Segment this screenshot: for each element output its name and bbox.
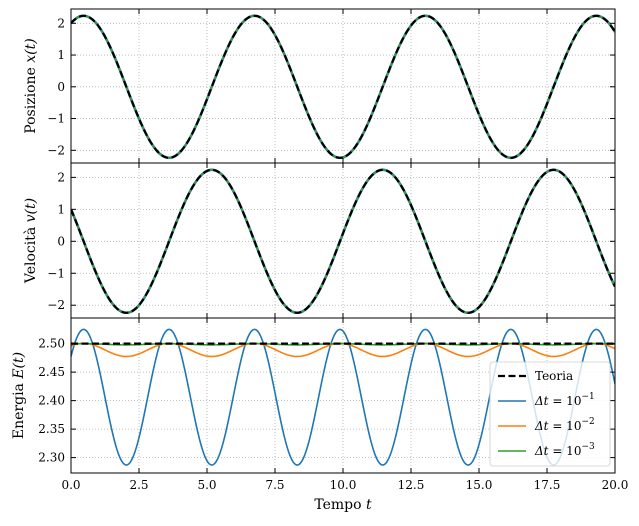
series-line-dt1 <box>71 328 615 466</box>
y-axis-label: Energia E(t) <box>11 352 27 439</box>
legend-label-theory: Teoria <box>535 369 573 383</box>
legend-box <box>489 361 611 467</box>
x-tick-label: 0.0 <box>61 478 80 492</box>
x-tick-label: 7.5 <box>265 478 284 492</box>
y-tick-label: 0 <box>57 234 65 248</box>
y-tick-label: 1 <box>57 202 65 216</box>
x-tick-label: 12.5 <box>398 478 425 492</box>
x-tick-label: 5.0 <box>197 478 216 492</box>
x-tick-label: 17.5 <box>534 478 561 492</box>
axes-frame <box>70 8 616 164</box>
x-tick-label: 15.0 <box>466 478 493 492</box>
x-tick-label: 10.0 <box>330 478 357 492</box>
legend: Teoria Δt = 10−1 Δt = 10−2 Δt = 10−3 <box>489 361 611 467</box>
y-tick-label: 2 <box>57 170 65 184</box>
x-tick-label: 20.0 <box>602 478 629 492</box>
y-tick-label: 0 <box>57 80 65 94</box>
y-axis-label: Posizione x(t) <box>23 38 39 133</box>
y-tick-label: 2.35 <box>38 422 65 436</box>
y-tick-label: −2 <box>47 298 65 312</box>
y-axis-label: Velocità v(t) <box>22 198 39 284</box>
y-tick-label: 1 <box>57 48 65 62</box>
legend-label-dt2: Δt = 10−2 <box>534 417 595 433</box>
x-tick-label: 2.5 <box>129 478 148 492</box>
y-tick-label: 2 <box>57 16 65 30</box>
series-line-theory <box>71 14 615 159</box>
legend-label-dt1: Δt = 10−1 <box>534 392 595 408</box>
y-tick-label: 2.50 <box>38 337 65 351</box>
x-axis-label: Tempo t <box>314 497 372 513</box>
velocity-panel: 2 1 0 −1 −2 Velocità v(t) <box>22 162 616 319</box>
energy-panel: 2.50 2.45 2.40 2.35 2.30 Energia E(t) 0.0 2.5 5.… <box>11 317 629 513</box>
y-tick-label: 2.40 <box>38 394 65 408</box>
legend-label-dt3: Δt = 10−3 <box>534 442 595 458</box>
y-tick-label: 2.30 <box>38 451 65 465</box>
position-panel: 2 1 0 −1 −2 Posizione x(t) <box>23 8 616 164</box>
y-tick-label: −1 <box>47 112 65 126</box>
y-tick-label: −1 <box>47 266 65 280</box>
y-tick-label: 2.45 <box>38 365 65 379</box>
y-tick-label: −2 <box>47 143 65 157</box>
series-line-theory <box>71 168 615 314</box>
